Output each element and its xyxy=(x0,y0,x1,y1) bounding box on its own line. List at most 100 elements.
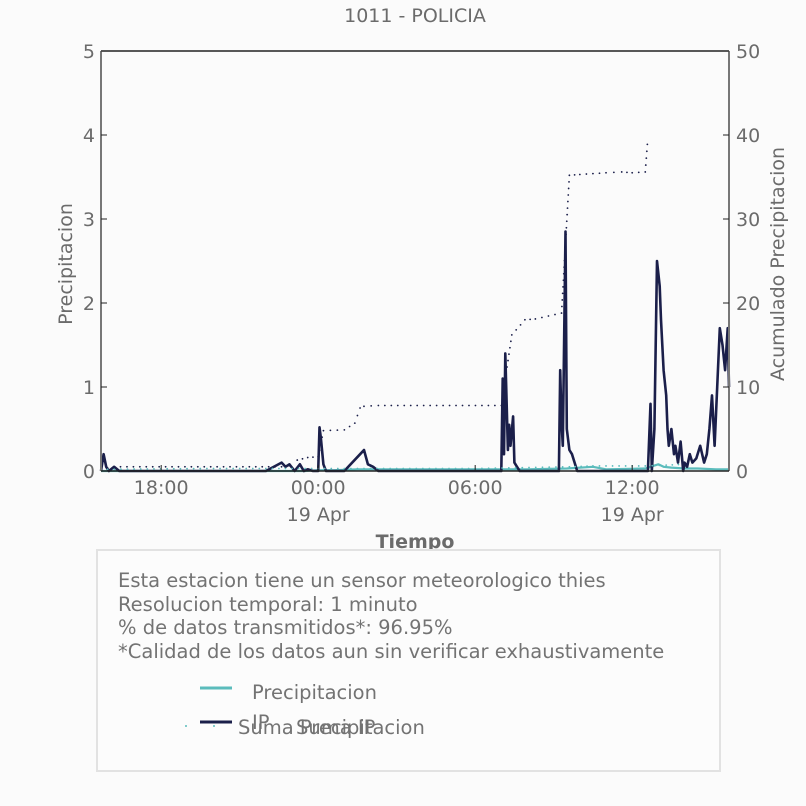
series-suma-precipitacion-point xyxy=(280,465,283,468)
series-suma-precipitacion-point xyxy=(505,372,508,375)
series-suma-precipitacion-point xyxy=(203,465,206,468)
series-suma-precipitacion-point xyxy=(565,233,567,236)
series-suma-ip-point xyxy=(658,464,661,467)
series-suma-precipitacion-point xyxy=(578,173,581,176)
y-right-tick-label: 30 xyxy=(736,209,760,231)
series-suma-precipitacion-point xyxy=(612,171,615,174)
series-suma-precipitacion-point xyxy=(158,465,161,468)
series-suma-ip-point xyxy=(574,465,577,468)
series-suma-precipitacion-point xyxy=(319,442,322,445)
series-suma-ip-point xyxy=(179,467,182,470)
series-suma-ip-point xyxy=(349,467,352,470)
series-suma-precipitacion-point xyxy=(565,220,568,223)
series-suma-precipitacion-point xyxy=(563,253,566,255)
series-suma-precipitacion-point xyxy=(507,359,509,362)
series-suma-precipitacion-point xyxy=(561,292,564,295)
series-suma-precipitacion-point xyxy=(164,465,167,468)
series-suma-ip-point xyxy=(310,467,313,470)
series-suma-precipitacion-point xyxy=(605,171,607,174)
series-suma-ip-point xyxy=(225,467,228,470)
series-suma-ip-point xyxy=(304,467,306,470)
series-suma-precipitacion-point xyxy=(196,465,199,468)
series-suma-precipitacion-point xyxy=(416,404,419,407)
series-suma-ip-point xyxy=(428,467,431,470)
series-suma-precipitacion-point xyxy=(519,323,522,326)
series-suma-precipitacion-point xyxy=(390,404,393,407)
y-left-tick-label: 3 xyxy=(83,209,95,231)
series-suma-precipitacion-point xyxy=(113,465,115,468)
series-suma-ip-point xyxy=(395,467,398,470)
series-suma-ip-point xyxy=(278,467,280,470)
series-suma-ip-point xyxy=(665,464,668,467)
series-suma-precipitacion-point xyxy=(254,465,257,468)
series-suma-ip-point xyxy=(605,465,607,467)
y-axis-left-label: Precipitacion xyxy=(55,203,77,325)
series-suma-precipitacion-point xyxy=(566,207,569,210)
series-suma-precipitacion-point xyxy=(267,465,270,468)
series-suma-precipitacion-point xyxy=(561,305,563,308)
series-suma-ip-point xyxy=(212,467,215,470)
series-suma-ip-point xyxy=(284,467,287,470)
series-suma-ip-point xyxy=(586,465,588,468)
series-suma-precipitacion-point xyxy=(312,456,314,459)
series-suma-precipitacion-point xyxy=(448,404,451,407)
series-suma-precipitacion-point xyxy=(348,425,351,428)
series-suma-ip-point xyxy=(291,467,293,470)
series-suma-ip-point xyxy=(271,467,274,470)
series-suma-precipitacion-point xyxy=(261,465,264,468)
series-suma-precipitacion-point xyxy=(322,429,325,432)
series-suma-precipitacion-point xyxy=(563,266,566,269)
series-suma-precipitacion-point xyxy=(435,404,438,407)
series-suma-ip-point xyxy=(501,467,503,469)
series-suma-precipitacion-point xyxy=(493,404,496,407)
series-suma-precipitacion-point xyxy=(353,422,356,425)
series-suma-precipitacion-point xyxy=(598,172,601,175)
series-ip-line xyxy=(99,230,731,473)
series-suma-precipitacion-point xyxy=(568,174,571,177)
series-suma-precipitacion-point xyxy=(506,366,508,368)
series-suma-ip-point xyxy=(461,467,463,470)
series-suma-precipitacion-point xyxy=(171,465,173,468)
series-suma-precipitacion-point xyxy=(565,226,568,229)
series-suma-ip-point xyxy=(199,467,202,470)
series-suma-ip-point xyxy=(541,466,544,469)
series-suma-ip-point xyxy=(336,467,339,470)
series-suma-ip-point xyxy=(264,467,267,470)
legend-precipitacion-label: Precipitacion xyxy=(252,681,377,704)
series-suma-precipitacion-point xyxy=(403,404,406,407)
series-suma-precipitacion-point xyxy=(529,318,532,321)
series-suma-ip-point xyxy=(415,467,418,470)
series-suma-ip-point xyxy=(568,465,571,468)
x-tick-label: 18:00 xyxy=(134,477,189,499)
chart-title: 1011 - POLICIA xyxy=(344,5,486,27)
series-suma-ip-point xyxy=(238,467,241,470)
series-suma-ip-point xyxy=(219,467,221,470)
series-suma-ip-point xyxy=(441,467,444,470)
series-suma-ip-point xyxy=(637,465,640,467)
series-suma-ip-point xyxy=(389,467,392,470)
series-suma-ip-point xyxy=(592,465,594,467)
series-suma-precipitacion-point xyxy=(190,465,193,468)
series-suma-precipitacion-point xyxy=(573,174,576,176)
series-suma-ip-point xyxy=(677,463,680,466)
legend-ip-label: IP xyxy=(252,711,270,734)
series-suma-precipitacion-point xyxy=(216,465,219,468)
series-suma-precipitacion-point xyxy=(631,171,634,174)
series-suma-ip-point xyxy=(611,465,614,467)
series-suma-precipitacion-point xyxy=(422,404,425,407)
series-suma-precipitacion-point xyxy=(468,404,470,407)
series-suma-precipitacion-point xyxy=(177,465,180,468)
series-suma-ip-point xyxy=(153,468,155,470)
series-suma-ip-point xyxy=(555,466,557,468)
series-suma-precipitacion-point xyxy=(429,404,432,407)
series-suma-ip-point xyxy=(369,467,372,470)
series-suma-precipitacion-point xyxy=(329,429,332,432)
series-suma-precipitacion-point xyxy=(562,279,565,282)
series-suma-precipitacion-point xyxy=(356,414,359,417)
legend-precipitacion-swatch xyxy=(200,686,232,690)
series-suma-precipitacion-point xyxy=(132,465,135,468)
series-suma-precipitacion-point xyxy=(508,353,510,356)
info-box: Esta estacion tiene un sensor meteorolog… xyxy=(96,549,721,772)
series-suma-precipitacion-point xyxy=(568,180,570,183)
